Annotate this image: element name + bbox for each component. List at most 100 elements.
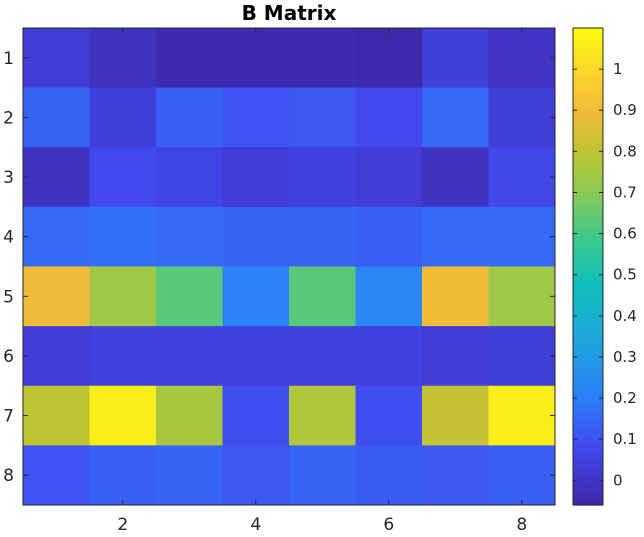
heatmap-cell-r2-c4 [222,87,290,148]
colorbar-band [573,469,603,474]
colorbar-band [573,115,603,121]
chart-title: B Matrix [242,1,337,25]
colorbar-tick-label: 0 [613,471,623,489]
colorbar-band [573,501,603,506]
colorbar-frame [572,27,604,506]
colorbar-band [573,457,603,462]
colorbar-band [573,485,603,490]
colorbar-band [573,421,603,427]
colorbar-band [573,385,603,391]
colorbar-band [573,326,603,331]
heatmap-cell-r1-c4 [222,28,290,89]
heatmap-cell-r5-c4 [222,266,290,327]
colorbar-band [573,401,603,407]
colorbar-band [573,171,603,176]
colorbar-band [573,163,603,168]
y-tick-label: 8 [3,466,14,486]
colorbar-band [573,218,603,224]
plot-frame [22,27,556,506]
colorbar-band [573,330,603,335]
heatmap-cell-r4-c1 [23,206,90,267]
colorbar-band [573,71,603,77]
colorbar-band [573,346,603,351]
colorbar-band [573,286,603,291]
colorbar-band [573,377,603,383]
colorbar-band [573,413,603,419]
colorbar-tick-label: 0.5 [613,266,637,284]
heatmap-cell-r7-c6 [355,385,423,446]
colorbar-band [573,95,603,101]
heatmap-cell-r8-c5 [289,445,356,506]
colorbar-band [573,222,603,228]
colorbar-band [573,405,603,411]
x-tick-label: 6 [383,515,394,535]
heatmap-cell-r5-c2 [89,266,157,327]
heatmap-cell-r7-c5 [289,385,356,446]
colorbar-band [573,365,603,371]
colorbar-band [573,127,603,132]
heatmap-cell-r3-c5 [289,147,356,208]
colorbar-band [573,342,603,347]
heatmap-cell-r4-c2 [89,206,157,267]
heatmap-cell-r3-c1 [23,147,90,208]
colorbar-band [573,282,603,287]
colorbar-band [573,453,603,458]
heatmap-cell-r1-c5 [289,28,356,89]
colorbar-band [573,47,603,53]
heatmap-cell-r7-c7 [422,385,489,446]
y-tick-label: 3 [3,168,14,188]
x-tick-label: 8 [516,515,527,535]
colorbar-band [573,389,603,395]
heatmap-cell-r8-c3 [156,445,223,506]
colorbar-band [573,55,603,61]
colorbar-band [573,226,603,232]
colorbar-band [573,306,603,311]
colorbar-band [573,298,603,303]
colorbar-band [573,266,603,272]
colorbar-band [573,143,603,148]
colorbar-band [573,107,603,113]
colorbar-band [573,417,603,423]
y-tick-label: 1 [3,49,14,69]
colorbar-band [573,493,603,498]
heatmap-cell-r4-c4 [222,206,290,267]
y-tick-label: 2 [3,108,14,128]
colorbar-band [573,393,603,399]
heatmap-cell-r5-c8 [488,266,556,327]
colorbar-band [573,214,603,220]
colorbar-band [573,338,603,343]
colorbar-band [573,497,603,502]
heatmap-cell-r6-c1 [23,326,90,387]
heatmap-cell-r6-c2 [89,326,157,387]
heatmap-cell-r2-c1 [23,87,90,148]
heatmap-cell-r8-c4 [222,445,290,506]
colorbar-band [573,481,603,486]
heatmap-cell-r5-c6 [355,266,423,327]
colorbar-band [573,35,603,41]
colorbar-band [573,43,603,49]
colorbar-band [573,334,603,339]
heatmap-cell-r2-c5 [289,87,356,148]
colorbar-band [573,349,603,355]
colorbar-band [573,437,603,442]
x-tick-label: 2 [117,515,128,535]
y-tick-label: 6 [3,347,14,367]
colorbar-band [573,123,603,128]
colorbar-band [573,59,603,65]
colorbar-band [573,357,603,363]
colorbar-band [573,67,603,73]
colorbar-band [573,175,603,180]
heatmap-cell-r6-c8 [488,326,556,387]
colorbar-band [573,39,603,45]
colorbar-tick-label: 0.9 [613,101,637,119]
heatmap-cell-r4-c3 [156,206,223,267]
y-tick-label: 5 [3,287,14,307]
colorbar-band [573,135,603,140]
y-axis: 1 2 3 4 5 6 7 8 [3,49,555,486]
colorbar-band [573,147,603,152]
colorbar-band [573,274,603,280]
colorbar-band [573,322,603,327]
heatmap-cell-r1-c7 [422,28,489,89]
heatmap-cell-r7-c3 [156,385,223,446]
y-tick-label: 7 [3,407,14,427]
